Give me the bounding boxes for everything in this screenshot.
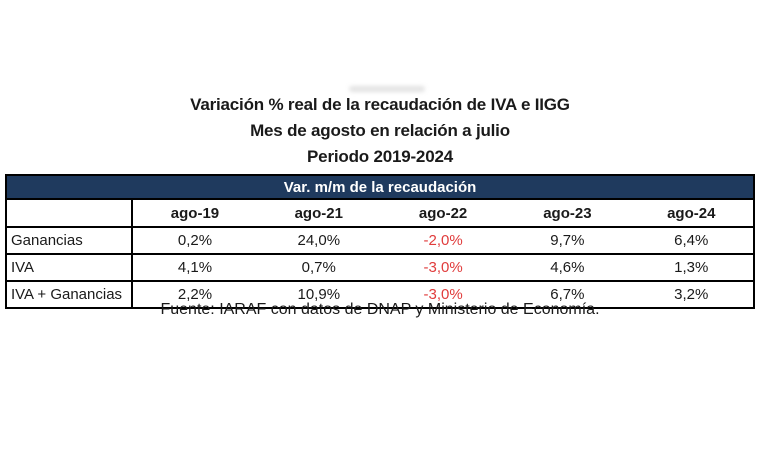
row-label: Ganancias (6, 227, 134, 255)
table-row: IVA 4,1% 0,7% -3,0% 4,6% 1,3% (6, 254, 754, 282)
column-header: ago-23 (505, 199, 630, 228)
value-cell: 24,0% (256, 227, 381, 255)
band-row: Var. m/m de la recaudación (6, 175, 754, 200)
value-cell: -3,0% (380, 281, 506, 309)
value-cell: 0,7% (256, 254, 381, 282)
value-cell: 1,3% (629, 254, 754, 282)
column-header: ago-19 (132, 199, 257, 228)
row-label: IVA (6, 254, 134, 282)
column-header: ago-24 (629, 199, 754, 228)
table-band-title: Var. m/m de la recaudación (6, 175, 754, 200)
table-row: IVA + Ganancias 2,2% 10,9% -3,0% 6,7% 3,… (6, 281, 754, 309)
source-note: Fuente: IARAF con datos de DNAP y Minist… (160, 301, 600, 318)
data-table: Var. m/m de la recaudación ago-19 ago-21… (5, 174, 755, 309)
value-cell: 9,7% (505, 227, 630, 255)
value-cell: -2,0% (380, 227, 506, 255)
value-cell: 3,2% (629, 281, 754, 309)
column-header: ago-22 (380, 199, 506, 228)
value-cell: 6,4% (629, 227, 754, 255)
chart-subtitle: Mes de agosto en relación a julio (250, 121, 510, 140)
chart-title: Variación % real de la recaudación de IV… (190, 95, 570, 114)
value-cell: 4,6% (505, 254, 630, 282)
value-cell: 6,7% (505, 281, 630, 309)
corner-cell (6, 199, 134, 228)
row-label: IVA + Ganancias (6, 281, 134, 309)
table-row: Ganancias 0,2% 24,0% -2,0% 9,7% 6,4% (6, 227, 754, 255)
column-header-row: ago-19 ago-21 ago-22 ago-23 ago-24 (6, 199, 754, 228)
chart-period: Periodo 2019-2024 (307, 147, 453, 166)
value-cell: 4,1% (132, 254, 257, 282)
value-cell: 2,2% (132, 281, 257, 309)
title-block: Variación % real de la recaudación de IV… (0, 92, 760, 170)
column-header: ago-21 (256, 199, 381, 228)
value-cell: 10,9% (256, 281, 381, 309)
value-cell: 0,2% (132, 227, 257, 255)
blur-artifact (349, 86, 425, 92)
value-cell: -3,0% (380, 254, 506, 282)
